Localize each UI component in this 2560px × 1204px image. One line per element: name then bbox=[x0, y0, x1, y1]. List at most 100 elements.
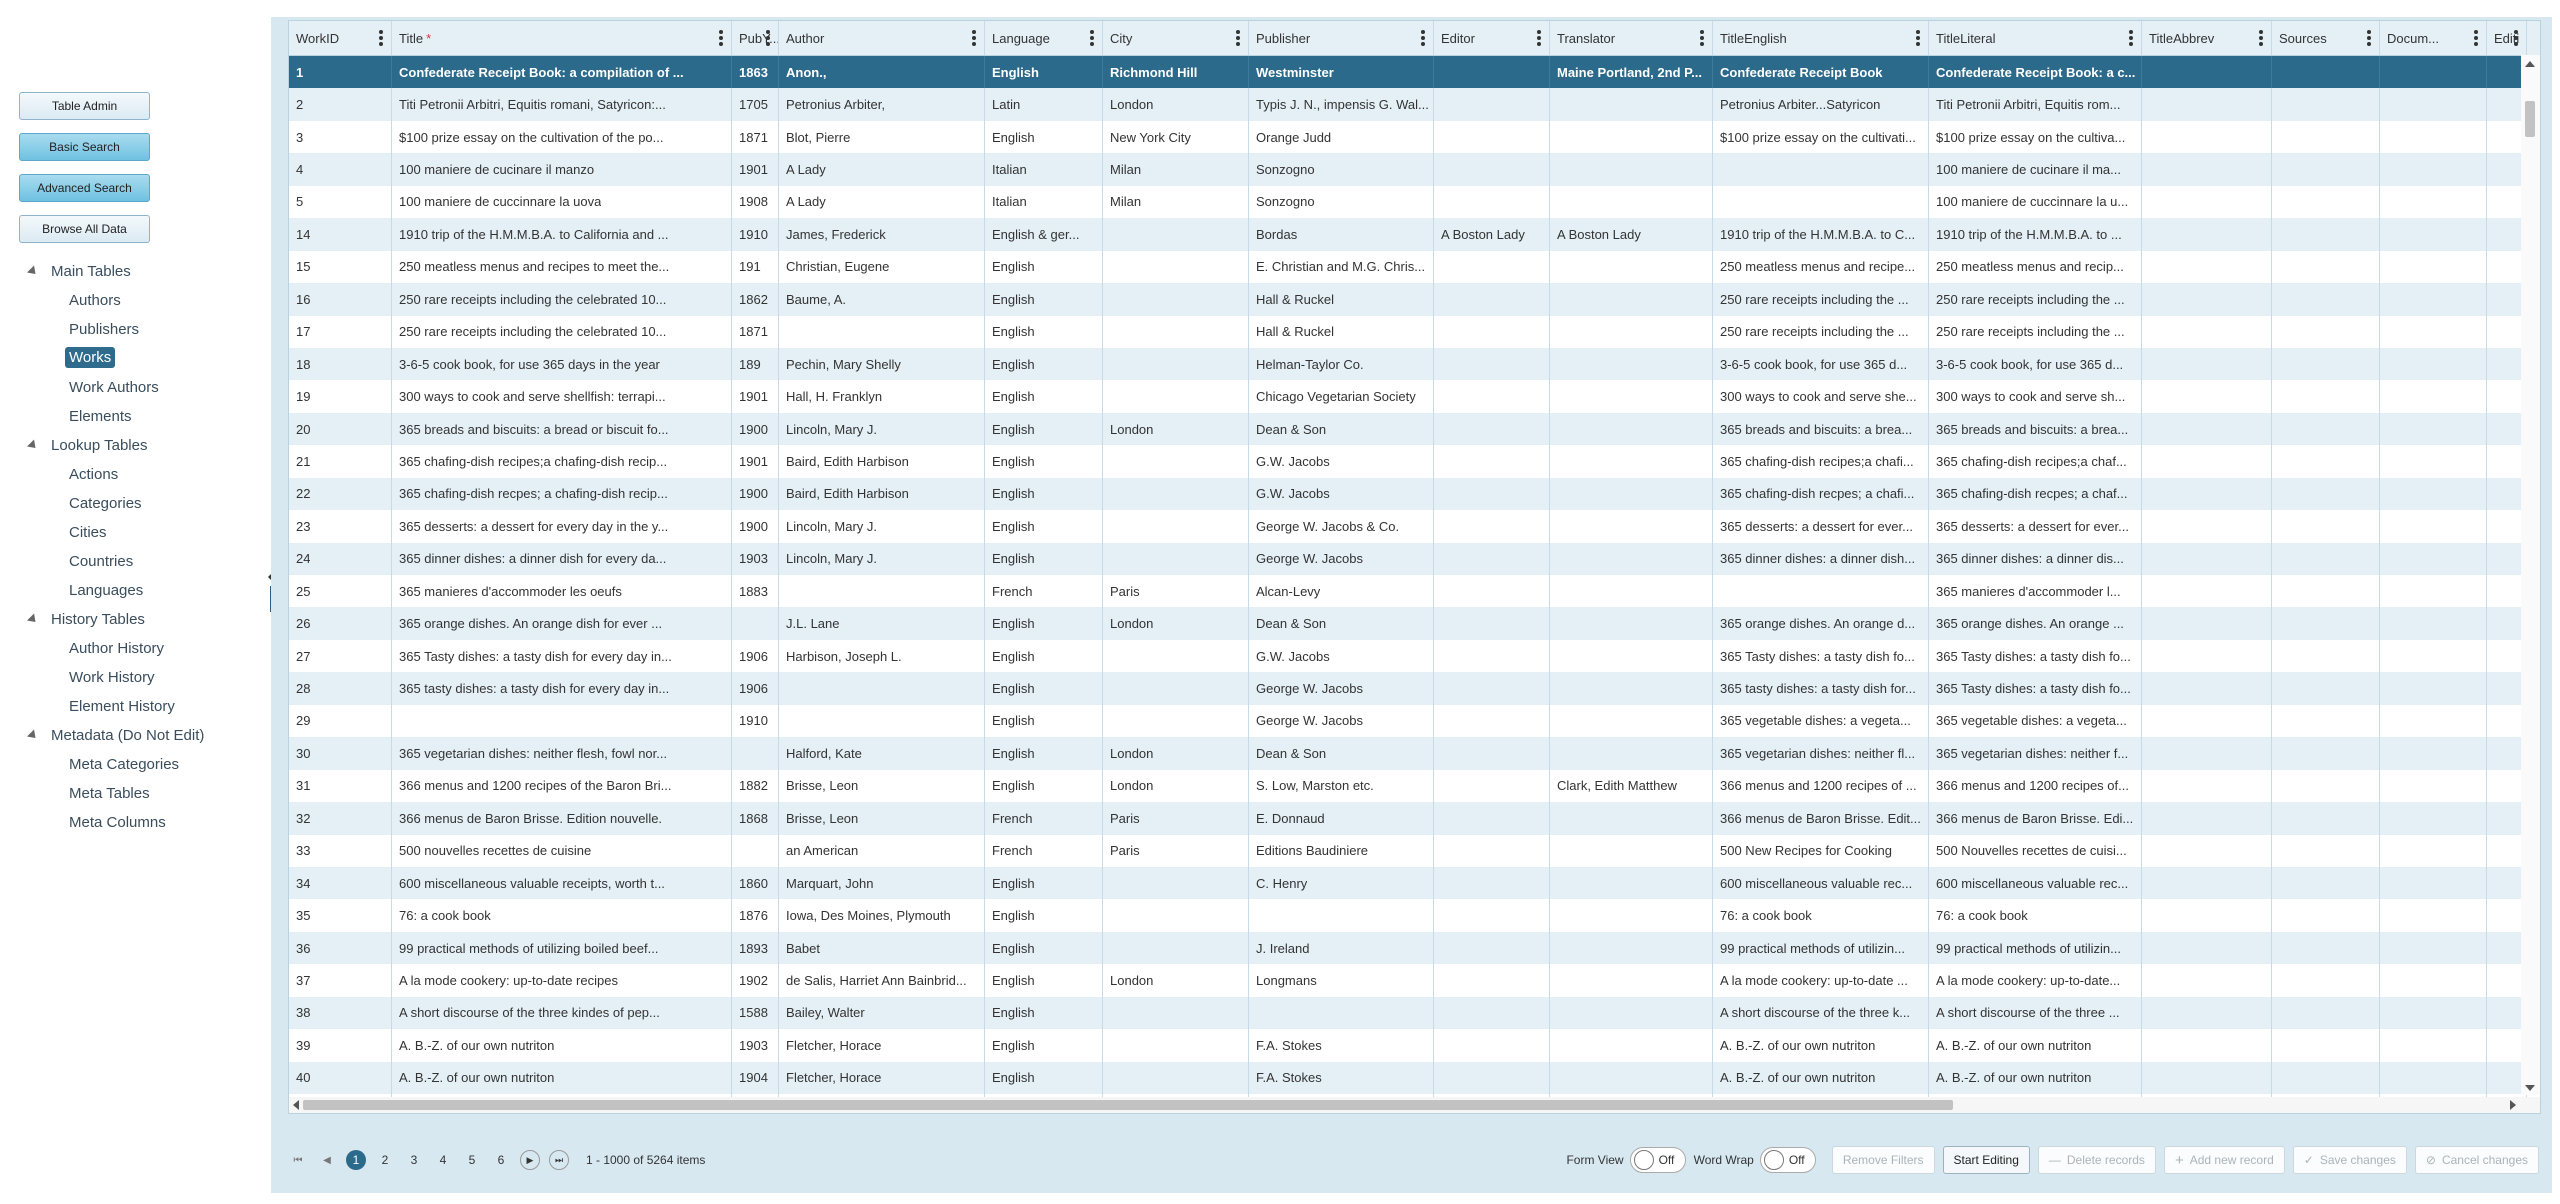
table-row[interactable]: 32 366 menus de Baron Brisse. Edition nou… bbox=[289, 802, 2540, 835]
page-button-1[interactable]: 1 bbox=[346, 1150, 366, 1170]
table-cell[interactable]: 1876 bbox=[732, 899, 779, 932]
table-cell[interactable]: 365 breads and biscuits: a brea... bbox=[1713, 412, 1929, 446]
table-cell[interactable] bbox=[1434, 802, 1550, 835]
table-cell[interactable] bbox=[2272, 996, 2380, 1030]
next-page-button[interactable]: ▶ bbox=[520, 1150, 540, 1170]
table-cell[interactable] bbox=[1434, 607, 1550, 640]
table-cell[interactable] bbox=[2142, 1029, 2272, 1062]
table-cell[interactable] bbox=[2272, 737, 2380, 770]
table-cell[interactable]: Titi Petronii Arbitri, Equitis romani, S… bbox=[392, 88, 732, 121]
table-cell[interactable] bbox=[1434, 834, 1550, 867]
table-cell[interactable] bbox=[2272, 575, 2380, 608]
table-cell[interactable]: 365 chafing-dish recpes; a chafing-dish … bbox=[392, 477, 732, 511]
table-cell[interactable] bbox=[2142, 56, 2272, 89]
table-cell[interactable] bbox=[1434, 672, 1550, 705]
horizontal-scrollbar[interactable] bbox=[289, 1097, 2540, 1113]
table-cell[interactable]: 4 bbox=[289, 153, 392, 186]
table-cell[interactable]: 250 meatless menus and recipe... bbox=[1713, 250, 1929, 284]
table-cell[interactable]: 365 Tasty dishes: a tasty dish for every… bbox=[392, 639, 732, 673]
table-cell[interactable] bbox=[1713, 153, 1929, 186]
table-row[interactable]: 26 365 orange dishes. An orange dish for … bbox=[289, 607, 2540, 640]
table-cell[interactable]: 1910 bbox=[732, 704, 779, 738]
table-cell[interactable]: A la mode cookery: up-to-date... bbox=[1929, 964, 2142, 997]
table-cell[interactable]: 365 dinner dishes: a dinner dis... bbox=[1929, 542, 2142, 575]
table-cell[interactable]: 1863 bbox=[732, 56, 779, 89]
table-cell[interactable] bbox=[1434, 380, 1550, 413]
table-cell[interactable]: English bbox=[985, 380, 1103, 413]
scroll-down-icon[interactable] bbox=[2525, 1085, 2535, 1091]
table-cell[interactable]: 24 bbox=[289, 542, 392, 575]
page-button-2[interactable]: 2 bbox=[381, 1153, 389, 1167]
column-menu-icon[interactable] bbox=[1537, 30, 1541, 46]
table-cell[interactable] bbox=[1434, 250, 1550, 284]
table-cell[interactable]: Hall, H. Franklyn bbox=[779, 380, 985, 413]
table-cell[interactable]: English bbox=[985, 996, 1103, 1030]
table-cell[interactable] bbox=[2272, 866, 2380, 900]
table-cell[interactable] bbox=[2142, 218, 2272, 251]
table-cell[interactable] bbox=[2272, 607, 2380, 640]
tree-item-categories[interactable]: Categories bbox=[69, 490, 142, 516]
table-cell[interactable]: French bbox=[985, 575, 1103, 608]
table-cell[interactable]: 365 desserts: a dessert for ever... bbox=[1929, 510, 2142, 543]
table-cell[interactable] bbox=[1550, 672, 1713, 705]
table-cell[interactable]: English bbox=[985, 899, 1103, 932]
table-cell[interactable] bbox=[1550, 931, 1713, 965]
table-cell[interactable] bbox=[1249, 996, 1434, 1030]
table-cell[interactable] bbox=[2142, 802, 2272, 835]
table-cell[interactable]: George W. Jacobs bbox=[1249, 542, 1434, 575]
table-cell[interactable]: 600 miscellaneous valuable receipts, wor… bbox=[392, 866, 732, 900]
table-cell[interactable] bbox=[1103, 380, 1249, 413]
table-row[interactable]: 18 3-6-5 cook book, for use 365 days in t… bbox=[289, 347, 2540, 381]
table-cell[interactable]: A short discourse of the three kindes of… bbox=[392, 996, 732, 1030]
table-cell[interactable]: 366 menus and 1200 recipes of... bbox=[1929, 769, 2142, 803]
column-menu-icon[interactable] bbox=[766, 30, 770, 46]
table-cell[interactable]: English bbox=[985, 1061, 1103, 1094]
table-cell[interactable] bbox=[2380, 899, 2487, 932]
table-cell[interactable] bbox=[2142, 737, 2272, 770]
table-cell[interactable] bbox=[1434, 510, 1550, 543]
table-cell[interactable]: 16 bbox=[289, 283, 392, 316]
table-cell[interactable]: 250 rare receipts including the ... bbox=[1929, 315, 2142, 348]
page-button-4[interactable]: 4 bbox=[439, 1153, 447, 1167]
table-cell[interactable]: French bbox=[985, 834, 1103, 867]
table-cell[interactable] bbox=[2380, 380, 2487, 413]
table-row[interactable]: 29 1910 English George W. Jacobs 365 vegetab… bbox=[289, 704, 2540, 738]
table-cell[interactable]: Fletcher, Horace bbox=[779, 1061, 985, 1094]
table-cell[interactable]: Petronius Arbiter, bbox=[779, 88, 985, 121]
table-cell[interactable]: 34 bbox=[289, 866, 392, 900]
table-cell[interactable] bbox=[2272, 542, 2380, 575]
table-cell[interactable] bbox=[2272, 153, 2380, 186]
table-cell[interactable] bbox=[2142, 445, 2272, 478]
table-cell[interactable]: 27 bbox=[289, 639, 392, 673]
table-cell[interactable]: A. B.-Z. of our own nutriton bbox=[1713, 1029, 1929, 1062]
column-header-0[interactable]: WorkID bbox=[289, 21, 392, 55]
table-row[interactable]: 22 365 chafing-dish recpes; a chafing-dis… bbox=[289, 477, 2540, 511]
table-cell[interactable]: 366 menus de Baron Brisse. Edi... bbox=[1929, 802, 2142, 835]
table-cell[interactable]: English bbox=[985, 607, 1103, 640]
table-cell[interactable] bbox=[1550, 737, 1713, 770]
table-cell[interactable] bbox=[2142, 834, 2272, 867]
table-cell[interactable]: 1860 bbox=[732, 866, 779, 900]
table-cell[interactable] bbox=[2272, 88, 2380, 121]
table-cell[interactable]: Dean & Son bbox=[1249, 607, 1434, 640]
column-menu-icon[interactable] bbox=[379, 30, 383, 46]
table-cell[interactable] bbox=[2380, 185, 2487, 219]
table-cell[interactable] bbox=[2380, 834, 2487, 867]
table-cell[interactable]: 365 chafing-dish recpes; a chafi... bbox=[1713, 477, 1929, 511]
table-cell[interactable]: 250 rare receipts including the celebrat… bbox=[392, 315, 732, 348]
table-cell[interactable]: 250 rare receipts including the celebrat… bbox=[392, 283, 732, 316]
table-cell[interactable]: 366 menus de Baron Brisse. Edit... bbox=[1713, 802, 1929, 835]
table-cell[interactable]: A short discourse of the three ... bbox=[1929, 996, 2142, 1030]
table-cell[interactable] bbox=[2272, 834, 2380, 867]
table-row[interactable]: 2 Titi Petronii Arbitri, Equitis romani, … bbox=[289, 88, 2540, 121]
table-row[interactable]: 37 A la mode cookery: up-to-date recipes 1… bbox=[289, 964, 2540, 997]
table-cell[interactable]: 366 menus and 1200 recipes of ... bbox=[1713, 769, 1929, 803]
table-cell[interactable]: Lincoln, Mary J. bbox=[779, 510, 985, 543]
table-cell[interactable] bbox=[2272, 964, 2380, 997]
column-menu-icon[interactable] bbox=[2474, 30, 2478, 46]
table-cell[interactable] bbox=[1550, 1029, 1713, 1062]
table-cell[interactable] bbox=[1550, 964, 1713, 997]
column-header-9[interactable]: TitleEnglish bbox=[1713, 21, 1929, 55]
table-cell[interactable]: 15 bbox=[289, 250, 392, 284]
table-cell[interactable] bbox=[1434, 704, 1550, 738]
